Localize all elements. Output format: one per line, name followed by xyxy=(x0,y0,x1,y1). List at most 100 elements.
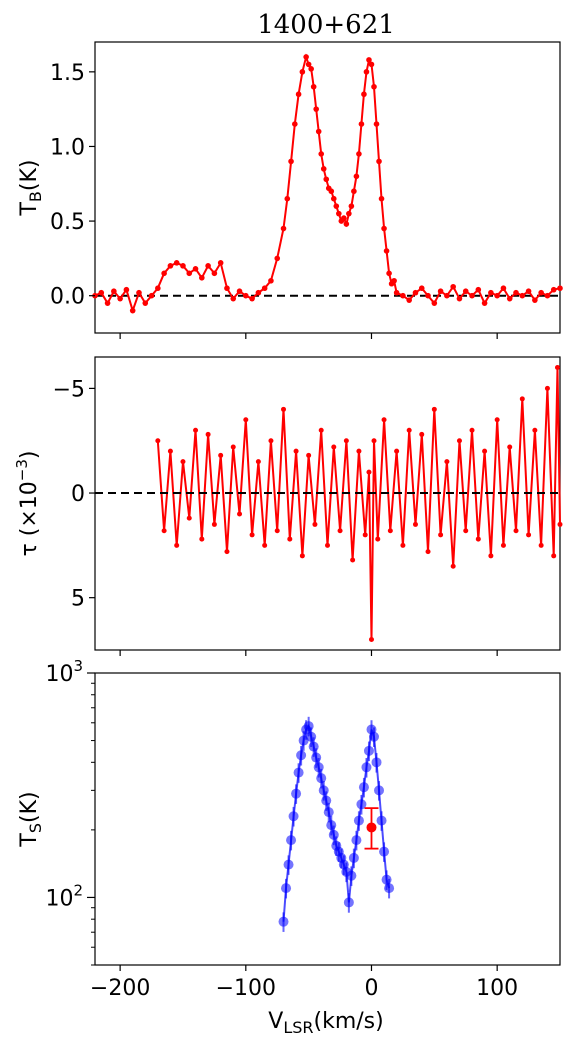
tb-data-point xyxy=(280,225,287,232)
tb-data-point xyxy=(230,295,237,302)
tau-data-point xyxy=(174,542,180,548)
tb-data-point xyxy=(310,83,317,90)
ts-data-point xyxy=(361,762,372,773)
tau-data-point xyxy=(255,459,261,465)
tb-data-point xyxy=(519,292,526,299)
ts-data-point xyxy=(356,799,367,810)
tau-data-point xyxy=(205,431,211,437)
tb-data-point xyxy=(462,288,469,295)
tb-data-point xyxy=(318,151,325,157)
tau-data-point xyxy=(482,448,488,454)
tau-series-line xyxy=(156,367,561,640)
tau-data-point xyxy=(513,528,519,534)
y-axis-label: TB(K) xyxy=(17,159,45,216)
tau-data-point xyxy=(500,542,506,548)
ts-data-point xyxy=(363,745,374,756)
ts-data-point xyxy=(293,767,304,778)
tb-data-point xyxy=(450,283,456,290)
tb-data-point xyxy=(418,285,425,292)
tb-data-point xyxy=(308,66,314,72)
y-tick-label: 0 xyxy=(71,482,85,507)
tb-data-point xyxy=(261,285,268,292)
tau-data-point xyxy=(199,536,205,542)
tb-data-point xyxy=(173,260,180,266)
tb-data-point xyxy=(333,203,340,209)
tb-data-point xyxy=(348,203,355,209)
tb-data-point xyxy=(494,292,500,299)
tb-data-point xyxy=(330,195,337,202)
tb-data-point xyxy=(236,288,243,295)
tau-data-point xyxy=(161,528,167,534)
tb-data-point xyxy=(373,121,380,127)
x-tick-label: −100 xyxy=(216,976,276,1001)
tau-data-point xyxy=(230,444,236,450)
y-label-main: T xyxy=(17,833,42,848)
tb-data-point xyxy=(475,286,482,293)
y-tick-label: 102 xyxy=(45,881,83,911)
tb-data-point xyxy=(243,292,249,299)
tb-data-point xyxy=(328,188,335,195)
tb-data-point xyxy=(161,270,167,277)
tau-data-point xyxy=(488,553,494,559)
tb-data-point xyxy=(217,260,224,266)
tb-data-point xyxy=(336,210,342,217)
ts-data-point xyxy=(283,859,294,870)
tau-data-point xyxy=(281,406,287,412)
tb-data-point xyxy=(378,195,385,202)
tb-data-point xyxy=(117,295,123,302)
plot-frame xyxy=(94,356,561,651)
tb-data-point xyxy=(371,83,377,90)
tb-data-point xyxy=(513,289,519,296)
tau-data-point xyxy=(526,532,532,538)
tb-data-point xyxy=(224,285,230,292)
ts-data-point xyxy=(348,852,359,863)
ts-data-point xyxy=(278,916,289,927)
ts-data-point xyxy=(291,788,302,799)
tb-data-point xyxy=(538,289,544,296)
ts-data-point xyxy=(369,731,379,742)
tau-data-point xyxy=(293,448,299,454)
tb-data-point xyxy=(341,215,347,221)
ts-data-point xyxy=(374,785,385,796)
tau-data-point xyxy=(237,511,243,517)
tau-data-point xyxy=(186,515,192,521)
y-tick-label: 103 xyxy=(45,657,83,687)
tb-data-point xyxy=(391,277,397,284)
tb-data-point xyxy=(155,285,161,292)
tb-data-point xyxy=(500,285,507,292)
tb-data-point xyxy=(363,69,370,75)
tau-data-point xyxy=(406,427,412,433)
tau-data-point xyxy=(368,637,374,643)
y-label-sub: S xyxy=(26,823,45,833)
tau-data-point xyxy=(180,459,186,465)
tau-data-point xyxy=(366,469,372,475)
tb-data-point xyxy=(295,91,302,98)
tb-data-point xyxy=(356,151,362,157)
ts-data-point xyxy=(286,835,297,846)
tb-data-point xyxy=(358,121,365,127)
tau-data-point xyxy=(155,438,161,444)
tb-data-point xyxy=(111,288,117,295)
tb-data-point xyxy=(315,128,322,135)
tb-data-point xyxy=(550,286,557,293)
tb-data-point xyxy=(506,295,513,302)
ts-data-point xyxy=(379,846,390,857)
ts-data-point xyxy=(358,782,369,793)
ts-data-point xyxy=(353,815,364,826)
tau-data-point xyxy=(538,542,544,548)
tb-data-point xyxy=(386,270,392,277)
tau-data-point xyxy=(544,385,550,391)
ts-data-point xyxy=(384,883,395,894)
y-tick-label: 0.5 xyxy=(50,210,85,235)
tb-data-point xyxy=(142,300,149,306)
svg-text:VLSR(km/s): VLSR(km/s) xyxy=(268,1009,383,1037)
tb-data-point xyxy=(532,297,538,303)
tau-data-point xyxy=(287,536,293,542)
tb-data-point xyxy=(199,274,205,281)
tb-data-point xyxy=(303,54,309,60)
tb-data-point xyxy=(268,277,274,284)
ts-data-point xyxy=(296,750,307,761)
tb-data-point xyxy=(288,158,294,165)
tb-data-point xyxy=(376,158,382,165)
chart-title: 1400+621 xyxy=(257,10,395,40)
